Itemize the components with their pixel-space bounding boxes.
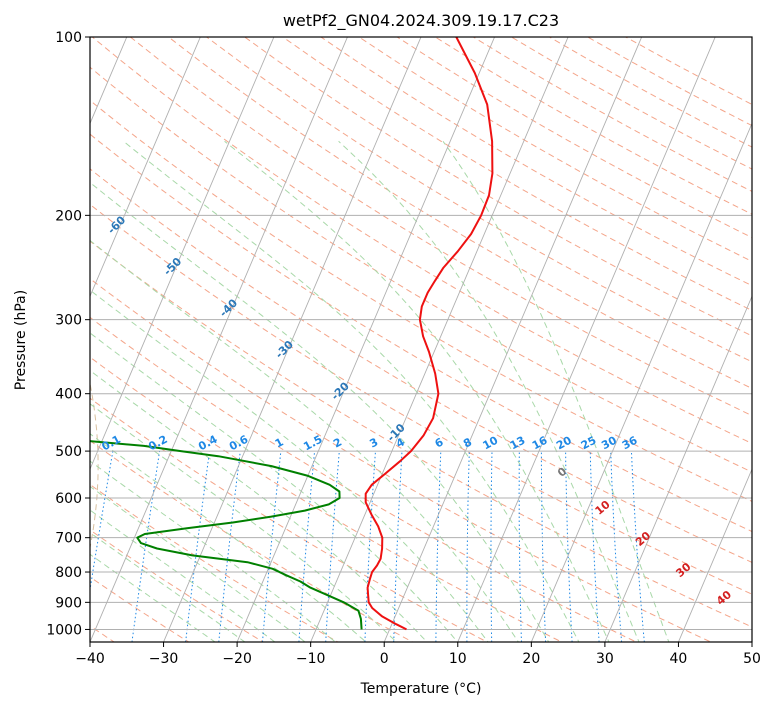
x-tick-label: 40	[670, 651, 688, 667]
y-tick-label: 600	[55, 491, 82, 507]
sounding-series	[90, 37, 494, 631]
dry-adiabats	[90, 37, 752, 642]
y-tick-label: 800	[55, 565, 82, 581]
dry-adiabat-line	[90, 278, 713, 642]
y-tick-label: 400	[55, 387, 82, 403]
y-tick-label: 200	[55, 208, 82, 224]
isotherm-line	[90, 37, 348, 642]
isotherm-line	[90, 37, 128, 125]
moist-adiabat-line	[338, 140, 640, 642]
x-tick-label: 0	[380, 651, 389, 667]
isotherms	[90, 37, 752, 642]
dry-adiabat-line	[205, 37, 752, 363]
y-axis-ticks: 100 200 300 400 500 600 700 800 900 1000	[46, 30, 90, 638]
moist-adiabat-line	[90, 403, 398, 642]
chart-title: wetPf2_GN04.2024.309.19.17.C23	[283, 11, 559, 31]
isobar-gridlines	[90, 37, 752, 630]
dry-adiabat-line	[91, 37, 752, 445]
x-tick-label: −10	[296, 651, 326, 667]
x-tick-label: 20	[522, 651, 540, 667]
mixing-ratio-label: 10	[481, 434, 501, 453]
moist-adiabat-line	[224, 140, 610, 642]
y-tick-label: 500	[55, 444, 82, 460]
y-axis-label: Pressure (hPa)	[13, 290, 29, 390]
isotherm-line	[90, 37, 275, 471]
dry-adiabat-line	[90, 203, 752, 595]
dry-adiabat-line	[90, 133, 752, 533]
moist-adiabat-line	[442, 141, 670, 642]
isotherm-line	[383, 37, 643, 642]
mixing-ratio-label: 25	[579, 434, 599, 453]
isotherm-line	[236, 37, 496, 642]
dry-adiabat-line	[90, 483, 339, 642]
moist-adiabat-line	[90, 332, 459, 642]
mixing-ratio-label: 13	[508, 434, 528, 453]
y-tick-label: 100	[55, 30, 82, 46]
mixing-ratio-label: 36	[620, 433, 640, 452]
isotherm-line	[604, 295, 752, 642]
moist-adiabat-line	[123, 140, 580, 642]
moist-adiabat-line	[90, 509, 276, 642]
dry-adiabat-line	[90, 356, 563, 642]
y-tick-label: 700	[55, 531, 82, 547]
isotherm-line	[90, 37, 201, 298]
dry-adiabat-line	[167, 37, 752, 389]
x-tick-label: 30	[596, 651, 614, 667]
temperature-line	[364, 37, 494, 631]
isotherm-line	[457, 37, 716, 642]
dry-adiabat-line	[90, 529, 265, 642]
dry-adiabat-line	[90, 397, 489, 642]
dewpoint-line	[90, 440, 363, 630]
y-tick-label: 900	[55, 595, 82, 611]
x-axis-ticks: −40 −30 −20 −10 0 10 20 30 40 50	[75, 642, 761, 667]
x-tick-label: 50	[743, 651, 761, 667]
isotherm-line	[163, 37, 422, 642]
y-tick-label: 300	[55, 313, 82, 329]
isotherm-line	[530, 122, 752, 642]
isotherm-line	[310, 37, 569, 642]
moist-adiabat-line	[90, 433, 367, 642]
moist-adiabat-line	[90, 369, 428, 642]
mixing-ratio-label: 30	[599, 434, 619, 453]
x-tick-label: −40	[75, 651, 105, 667]
mixing-ratio-label: 20	[554, 434, 574, 453]
x-tick-label: −30	[149, 651, 179, 667]
dry-adiabat-line	[90, 66, 752, 473]
x-tick-label: 10	[449, 651, 467, 667]
moist-adiabat-line	[90, 239, 520, 642]
dry-adiabat-line	[90, 316, 638, 642]
x-tick-label: −20	[222, 651, 252, 667]
moist-adiabat-line	[90, 181, 550, 642]
mixing-ratio-label: 16	[530, 434, 550, 453]
dry-adiabat-line	[90, 240, 752, 628]
plot-frame	[89, 36, 753, 643]
plot-area: 0.10.20.40.611.52346810131620253036-100-…	[90, 37, 752, 642]
y-tick-label: 1000	[46, 622, 82, 638]
isotherm-line	[677, 467, 752, 642]
x-axis-label: Temperature (°C)	[360, 681, 482, 697]
dry-adiabat-line	[281, 37, 752, 312]
